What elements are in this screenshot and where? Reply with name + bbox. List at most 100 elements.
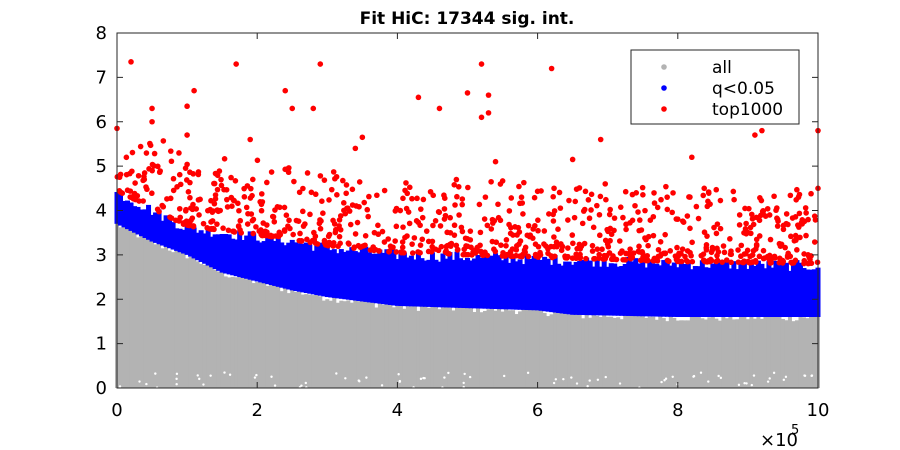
q-point-column (356, 252, 362, 302)
all-point-column (518, 311, 523, 388)
top1000-point (236, 207, 242, 214)
top1000-point (606, 211, 613, 218)
top1000-point (651, 200, 658, 206)
top1000-point (184, 103, 190, 110)
top1000-point (286, 217, 292, 224)
all-point-gap (423, 377, 426, 380)
top1000-point (214, 172, 221, 179)
top1000-point (160, 138, 167, 144)
top1000-point (361, 199, 368, 206)
all-point-column (388, 303, 393, 388)
all-point-column (763, 316, 768, 388)
all-point-column (255, 282, 260, 388)
q-point-column (734, 269, 740, 317)
q-point-column (317, 242, 323, 296)
all-point-column (756, 314, 761, 388)
top1000-point (713, 230, 720, 237)
top1000-point (704, 203, 711, 210)
all-point-gap (526, 371, 530, 375)
top1000-point (299, 208, 306, 215)
top1000-point (577, 251, 583, 258)
top1000-point (317, 61, 324, 67)
q-point-column (279, 242, 285, 288)
q-point-column (419, 258, 425, 307)
x-exponent-label: ×10 (760, 430, 798, 450)
top1000-point (636, 217, 643, 223)
top1000-point (695, 215, 702, 222)
all-point-column (749, 314, 754, 388)
q-point-column (450, 259, 456, 308)
q-point-column (626, 256, 632, 316)
top1000-point (738, 242, 745, 249)
q-point-column (787, 270, 793, 317)
all-point-column (619, 319, 624, 388)
all-point-gap (255, 373, 258, 377)
all-point-column (328, 300, 333, 388)
top1000-point (664, 194, 670, 200)
top1000-point (319, 198, 325, 204)
top1000-point (767, 236, 774, 243)
top1000-point (705, 198, 711, 205)
all-point-column (419, 305, 424, 388)
all-point-column (535, 309, 540, 388)
q-point-column (706, 267, 712, 317)
all-point-column (384, 304, 389, 388)
top1000-point (636, 227, 642, 234)
top1000-point (337, 240, 343, 247)
top1000-point (411, 235, 418, 241)
top1000-point (556, 189, 563, 196)
top1000-point (594, 202, 600, 209)
all-point-column (801, 317, 806, 388)
q-point-column (738, 262, 744, 317)
top1000-point (488, 226, 495, 232)
top1000-point (728, 259, 734, 266)
series-top1000 (114, 59, 821, 267)
q-point-column (300, 243, 306, 293)
top1000-point (174, 184, 180, 190)
q-point-column (500, 260, 506, 310)
top1000-point (386, 248, 393, 255)
top1000-point (220, 225, 226, 231)
top1000-point (664, 257, 671, 264)
top1000-point (144, 186, 150, 193)
q-point-column (647, 259, 653, 317)
q-point-column (307, 244, 313, 294)
q-point-column (640, 258, 646, 317)
q-point-column (542, 256, 548, 312)
top1000-point (747, 253, 753, 260)
top1000-point (346, 208, 353, 214)
top1000-point (520, 211, 526, 217)
all-point-column (595, 315, 600, 388)
legend-marker (661, 64, 667, 70)
top1000-point (622, 188, 629, 195)
top1000-point (176, 205, 183, 212)
q-point-column (465, 257, 470, 309)
top1000-point (582, 188, 589, 195)
all-point-column (220, 269, 225, 388)
top1000-point (793, 196, 799, 203)
top1000-point (550, 218, 557, 224)
all-point-column (279, 291, 284, 388)
top1000-point (706, 258, 713, 265)
top1000-point (674, 258, 681, 265)
top1000-point (264, 222, 270, 228)
top1000-point (747, 224, 754, 231)
all-point-column (798, 317, 803, 388)
top1000-point (604, 241, 611, 247)
all-point-column (325, 299, 330, 388)
top1000-point (641, 256, 648, 262)
all-point-gap (198, 377, 201, 381)
top1000-point (485, 110, 492, 116)
top1000-point (346, 241, 352, 247)
all-point-gap (253, 376, 257, 379)
top1000-point (596, 232, 603, 239)
top1000-point (232, 177, 239, 184)
q-point-column (412, 259, 418, 307)
all-point-column (395, 306, 400, 388)
top1000-point (447, 229, 454, 236)
top1000-point (419, 214, 426, 221)
top1000-point (146, 166, 152, 172)
q-point-column (142, 209, 148, 239)
q-point-column (198, 230, 204, 262)
